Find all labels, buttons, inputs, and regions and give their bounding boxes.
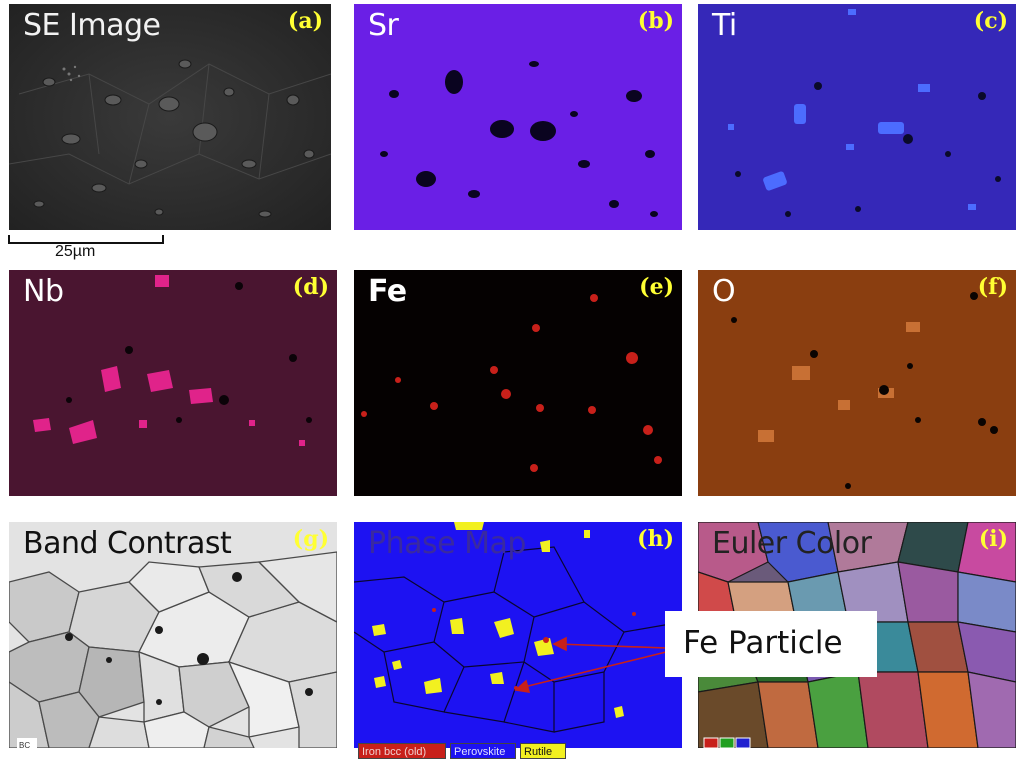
- panel-label: (e): [639, 274, 674, 300]
- legend-iron-bcc: Iron bcc (old): [358, 743, 446, 759]
- legend-rutile: Rutile: [520, 743, 566, 759]
- se-image-picture: [9, 4, 331, 230]
- band-contrast-corner-label: BC: [19, 741, 31, 748]
- panel-band-contrast: Band Contrast (g) BC: [9, 522, 337, 748]
- phase-map-picture: [354, 522, 682, 748]
- panel-label: (g): [292, 526, 329, 552]
- ti-map-picture: [698, 4, 1016, 230]
- panel-title: Nb: [23, 274, 64, 309]
- callout-text: Fe Particle: [683, 625, 843, 661]
- panel-phase-map: Phase Map (h): [354, 522, 682, 748]
- panel-label: (c): [973, 8, 1008, 34]
- panel-label: (f): [977, 274, 1008, 300]
- scale-bar: 25µm: [8, 235, 164, 261]
- fe-particle-callout: Fe Particle: [665, 611, 877, 677]
- panel-title: Ti: [712, 8, 737, 43]
- legend-perovskite: Perovskite: [450, 743, 516, 759]
- panel-label: (b): [637, 8, 674, 34]
- nb-map-picture: [9, 270, 337, 496]
- panel-title: Phase Map: [368, 526, 526, 561]
- panel-sr: Sr (b): [354, 4, 682, 230]
- panel-title: Fe: [368, 274, 407, 309]
- panel-fe: Fe (e): [354, 270, 682, 496]
- scale-bar-line: [8, 235, 164, 244]
- o-map-picture: [698, 270, 1016, 496]
- panel-label: (i): [978, 526, 1008, 552]
- panel-label: (d): [292, 274, 329, 300]
- panel-title: Euler Color: [712, 526, 872, 561]
- fe-map-picture: [354, 270, 682, 496]
- sr-map-picture: [354, 4, 682, 230]
- panel-title: SE Image: [23, 8, 161, 43]
- panel-title: O: [712, 274, 736, 309]
- panel-label: (a): [287, 8, 323, 34]
- panel-se-image: SE Image (a): [9, 4, 331, 230]
- panel-o: O (f): [698, 270, 1016, 496]
- band-contrast-picture: [9, 522, 337, 748]
- panel-ti: Ti (c): [698, 4, 1016, 230]
- panel-title: Sr: [368, 8, 399, 43]
- scale-bar-label: 25µm: [55, 243, 96, 260]
- panel-label: (h): [637, 526, 674, 552]
- panel-title: Band Contrast: [23, 526, 232, 561]
- panel-nb: Nb (d): [9, 270, 337, 496]
